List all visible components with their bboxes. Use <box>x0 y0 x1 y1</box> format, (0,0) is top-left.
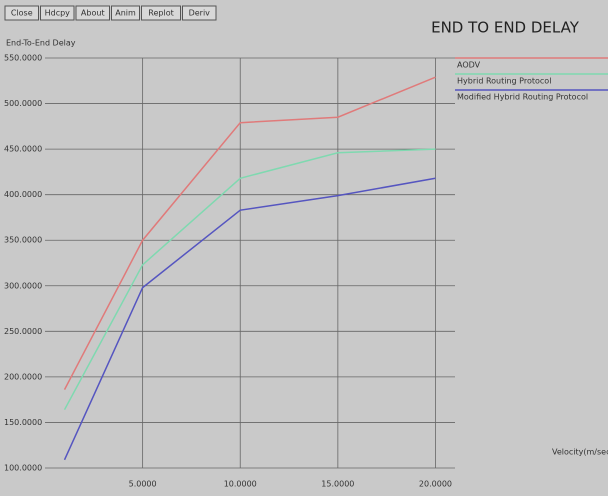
series-line <box>63 177 436 461</box>
x-tick-label: 10.0000 <box>224 480 257 489</box>
button-label[interactable]: Close <box>11 9 33 18</box>
button-label[interactable]: Deriv <box>189 9 211 18</box>
button-frame[interactable] <box>141 5 181 21</box>
toolbar-button[interactable]: About <box>75 5 110 21</box>
x-tick-label: 20.0000 <box>419 480 452 489</box>
series-line <box>63 148 436 411</box>
button-label[interactable]: Hdcpy <box>45 9 71 18</box>
toolbar-button[interactable]: Anim <box>111 5 140 21</box>
button-label[interactable]: About <box>81 9 105 18</box>
button-frame[interactable] <box>111 5 140 21</box>
y-tick-label: 350.0000 <box>4 236 42 245</box>
y-axis-label: End-To-End Delay <box>6 39 76 48</box>
y-tick-label: 150.0000 <box>4 418 42 427</box>
y-tick-label: 100.0000 <box>4 464 42 473</box>
y-tick-label: 500.0000 <box>4 99 42 108</box>
y-tick-label: 250.0000 <box>4 327 42 336</box>
legend-label: Modified Hybrid Routing Protocol <box>457 93 588 102</box>
x-axis-label: Velocity(m/sec) <box>552 448 608 457</box>
toolbar-button[interactable]: Deriv <box>182 5 217 21</box>
button-frame[interactable] <box>40 5 75 21</box>
y-tick-label: 200.0000 <box>4 372 42 381</box>
x-tick-label: 15.0000 <box>321 480 354 489</box>
button-label[interactable]: Replot <box>148 9 173 18</box>
x-tick-label: 5.0000 <box>129 480 157 489</box>
button-label[interactable]: Anim <box>115 9 136 18</box>
toolbar-button[interactable]: Close <box>4 5 39 21</box>
y-tick-label: 550.0000 <box>4 54 42 63</box>
button-frame[interactable] <box>75 5 110 21</box>
button-frame[interactable] <box>182 5 217 21</box>
legend-label: AODV <box>457 61 481 70</box>
toolbar-button[interactable]: Replot <box>141 5 181 21</box>
y-tick-label: 450.0000 <box>4 145 42 154</box>
y-tick-label: 400.0000 <box>4 190 42 199</box>
series-line <box>63 76 436 390</box>
chart-title: END TO END DELAY <box>431 19 580 37</box>
button-frame[interactable] <box>4 5 39 21</box>
y-tick-label: 300.0000 <box>4 281 42 290</box>
legend-label: Hybrid Routing Protocol <box>457 77 551 86</box>
toolbar-button[interactable]: Hdcpy <box>40 5 75 21</box>
